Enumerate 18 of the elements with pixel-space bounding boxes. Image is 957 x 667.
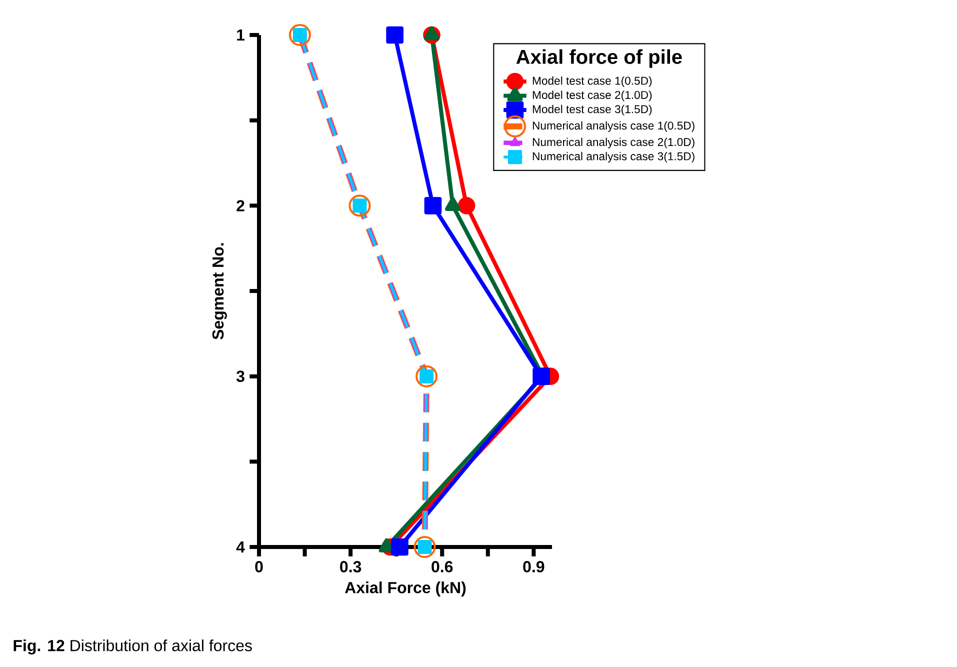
legend-label: Numerical analysis case 1(0.5D) — [532, 121, 694, 132]
legend-label: Numerical analysis case 2(1.0D) — [532, 138, 694, 148]
x-tick-label: 0.3 — [340, 561, 362, 572]
legend-label: Model test case 1(0.5D) — [532, 76, 652, 87]
x-axis-title: Axial Force (kN) — [344, 582, 466, 596]
legend-label: Numerical analysis case 3(1.5D) — [532, 152, 694, 163]
legend-label: Model test case 2(1.0D) — [532, 90, 652, 102]
y-tick-label: 1 — [237, 30, 245, 40]
y-tick-label: 3 — [236, 370, 244, 382]
y-tick-label: 2 — [236, 200, 244, 212]
legend-title: Axial force of pile — [516, 49, 682, 68]
y-axis-title: Segment No. — [212, 243, 227, 340]
legend-label: Model test case 3(1.5D) — [532, 104, 652, 116]
x-tick-label: 0.6 — [432, 561, 453, 572]
y-tick-label: 4 — [236, 542, 245, 552]
x-tick-label: 0 — [255, 561, 263, 572]
x-tick-label: 0.9 — [523, 561, 544, 572]
text: Fig. 12 Distribution of axial forces — [14, 640, 252, 654]
